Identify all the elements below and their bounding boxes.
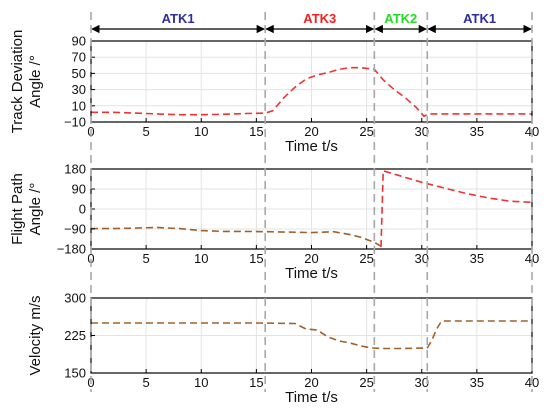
y-tick-label: 300 xyxy=(64,291,86,306)
x-tick-label: 40 xyxy=(525,251,539,266)
data-line xyxy=(91,320,532,350)
x-tick-label: 25 xyxy=(359,375,373,390)
y-tick-label: 70 xyxy=(72,50,86,65)
x-tick-label: 5 xyxy=(143,124,150,139)
phase-annotations: ATK1 ATK3 ATK2 ATK1 xyxy=(91,11,532,34)
x-tick-label: 10 xyxy=(194,375,208,390)
x-tick-label: 5 xyxy=(143,251,150,266)
x-tick-label: 10 xyxy=(194,124,208,139)
y-tick-label: 150 xyxy=(64,366,86,381)
data-line xyxy=(91,226,382,247)
x-axis-label: Time t/s xyxy=(285,389,338,406)
x-tick-label: 0 xyxy=(87,251,94,266)
x-tick-label: 35 xyxy=(470,251,484,266)
y-axis-label: Velocity m/s xyxy=(27,295,44,375)
y-tick-label: 180 xyxy=(64,162,86,177)
data-line xyxy=(91,66,532,118)
phase-label: ATK1 xyxy=(463,11,496,26)
x-axis-label: Time t/s xyxy=(285,265,338,282)
x-axis-label: Time t/s xyxy=(285,138,338,155)
y-tick-label: −90 xyxy=(64,222,86,237)
y-axis-label: Track Deviation xyxy=(9,30,26,134)
x-tick-label: 15 xyxy=(249,375,263,390)
panels: −1010305070900510152025303540Time t/sTra… xyxy=(9,30,539,406)
y-tick-label: 225 xyxy=(64,328,86,343)
x-tick-label: 30 xyxy=(415,124,429,139)
x-tick-label: 20 xyxy=(304,251,318,266)
phase-label: ATK3 xyxy=(303,11,336,26)
y-tick-label: 90 xyxy=(72,182,86,197)
y-axis-label: Angle /° xyxy=(27,183,44,236)
phase-dividers xyxy=(90,12,533,392)
y-tick-label: 0 xyxy=(79,202,86,217)
x-tick-label: 5 xyxy=(143,375,150,390)
x-tick-label: 15 xyxy=(249,124,263,139)
x-tick-label: 20 xyxy=(304,375,318,390)
y-axis-label: Angle /° xyxy=(27,55,44,108)
x-tick-label: 25 xyxy=(359,124,373,139)
x-tick-label: 20 xyxy=(304,124,318,139)
y-tick-label: −180 xyxy=(57,242,86,257)
phase-label: ATK1 xyxy=(162,11,195,26)
y-tick-label: −10 xyxy=(64,115,86,130)
y-axis-label: Flight Path xyxy=(9,173,26,245)
x-tick-label: 35 xyxy=(470,375,484,390)
y-tick-label: 50 xyxy=(72,66,86,81)
x-tick-label: 10 xyxy=(194,251,208,266)
panel: 1502253000510152025303540Time t/sVelocit… xyxy=(27,291,539,407)
x-tick-label: 30 xyxy=(415,251,429,266)
y-tick-label: 30 xyxy=(72,82,86,97)
y-tick-label: 10 xyxy=(72,98,86,113)
panel: −1010305070900510152025303540Time t/sTra… xyxy=(9,30,539,155)
data-line xyxy=(380,170,533,247)
phase-label: ATK2 xyxy=(384,11,417,26)
x-tick-label: 25 xyxy=(359,251,373,266)
x-tick-label: 15 xyxy=(249,251,263,266)
x-tick-label: 30 xyxy=(415,375,429,390)
x-tick-label: 35 xyxy=(470,124,484,139)
y-tick-label: 90 xyxy=(72,34,86,49)
